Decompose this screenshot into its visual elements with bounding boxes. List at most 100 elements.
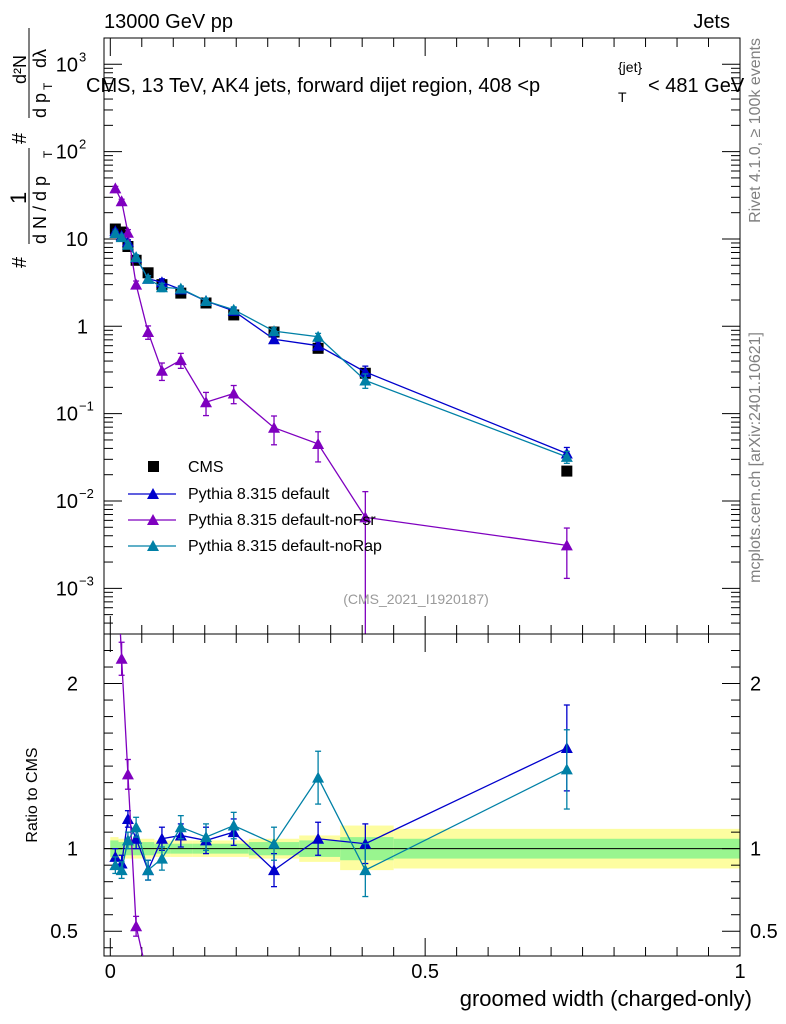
series-line-noFsr <box>114 188 567 547</box>
ratio-point-noRap <box>109 859 122 871</box>
legend-label-default: Pythia 8.315 default <box>188 486 330 503</box>
ratio-point-noFsr <box>156 991 168 1002</box>
legend-marker-norap <box>147 540 159 551</box>
series-noFsr <box>109 182 573 634</box>
main-y-tick-label: 10 <box>66 229 88 251</box>
main-y-tick-exponent: −3 <box>79 573 94 588</box>
ratio-point-default <box>130 832 143 844</box>
ratio-y-tick-label-right: 1 <box>750 839 761 861</box>
data-point-noFsr <box>359 511 372 523</box>
ratio-panel: 0.5 0.51 12 20 0.5 1 Ratio to CMS groomed wid… <box>24 521 778 1015</box>
data-point-noRap <box>200 294 213 306</box>
rivet-version-label: Rivet 4.1.0, ≥ 100k events <box>747 38 764 223</box>
y-label-one: 1 <box>6 192 31 204</box>
series-cms <box>109 223 573 477</box>
legend-entry-norap: Pythia 8.315 default-noRap <box>128 538 382 555</box>
ratio-series-noRap <box>109 729 573 898</box>
ratio-point-noFsr <box>121 768 134 780</box>
data-point-noFsr <box>312 437 325 449</box>
ratio-point-noRap <box>359 864 372 876</box>
data-point-default <box>312 339 325 351</box>
main-y-tick-label: 10 <box>56 142 78 164</box>
ratio-frame <box>103 633 741 957</box>
main-y-tick-label: 10 <box>56 578 78 600</box>
series-noRap <box>109 227 573 464</box>
series-line-default <box>114 230 568 455</box>
ratio-point-noRap <box>115 864 128 876</box>
legend-marker-default <box>147 488 159 499</box>
data-point-default <box>268 333 281 345</box>
ratio-point-noRap <box>312 771 325 783</box>
main-y-tick-exponent: −2 <box>79 486 94 501</box>
y-label-hash-2: # <box>9 132 31 144</box>
data-point-noRap <box>312 330 325 342</box>
ratio-point-noRap <box>200 831 213 843</box>
data-point-noRap <box>142 272 155 284</box>
ratio-y-tick-label-right: 2 <box>750 674 761 696</box>
data-point-noRap <box>174 282 187 294</box>
ratio-point-noFsr <box>312 995 324 1006</box>
y-label-denominator-sub: T <box>41 150 55 158</box>
main-y-axis-label: # 1 d N / d p T # d²N d p T dλ <box>6 28 55 268</box>
ratio-y-tick-label-right: 0.5 <box>750 921 778 943</box>
title-subscript: T <box>618 89 627 105</box>
legend-marker-nofsr <box>147 514 159 525</box>
data-point-noFsr <box>130 278 143 290</box>
data-point-noRap <box>115 231 128 243</box>
ratio-series-noFsr <box>109 521 371 1015</box>
main-y-tick-label: 10 <box>56 54 78 76</box>
data-point-noRap <box>560 450 573 462</box>
ratio-point-default <box>121 812 134 824</box>
mcplots-reference-label: mcplots.cern.ch [arXiv:2401.10621] <box>747 332 764 583</box>
data-point-cms <box>561 465 573 477</box>
series-line-noRap <box>114 232 568 458</box>
main-y-tick-exponent: 2 <box>79 137 86 152</box>
analysis-watermark: (CMS_2021_I1920187) <box>343 591 489 607</box>
series-default <box>109 225 573 462</box>
legend-entry-cms: CMS <box>148 459 224 476</box>
main-y-tick-label: 10 <box>56 404 78 426</box>
data-point-noRap <box>109 227 122 239</box>
main-ticks <box>104 37 741 635</box>
data-point-cms <box>142 267 154 279</box>
data-point-noRap <box>130 251 143 263</box>
ratio-point-noRap <box>130 821 143 833</box>
ratio-y-axis-label: Ratio to CMS <box>24 747 41 842</box>
data-point-noFsr <box>200 396 213 408</box>
ratio-line-noFsr <box>119 634 144 956</box>
data-point-noFsr <box>560 539 573 551</box>
data-point-noFsr <box>115 195 128 207</box>
ratio-x-tick-label: 0 <box>105 961 116 983</box>
legend: CMS Pythia 8.315 default Pythia 8.315 de… <box>128 459 382 555</box>
ratio-series-clip <box>109 521 573 1015</box>
legend-entry-default: Pythia 8.315 default <box>128 486 330 503</box>
data-point-noRap <box>359 374 372 386</box>
main-y-tick-label: 1 <box>77 316 88 338</box>
ratio-point-noFsr <box>142 973 154 984</box>
ratio-point-noRap <box>142 864 155 876</box>
y-label-hash-1: # <box>9 256 31 268</box>
legend-label-nofsr: Pythia 8.315 default-noFsr <box>188 512 376 529</box>
ratio-y-tick-label: 0.5 <box>50 921 78 943</box>
data-point-noFsr <box>155 364 168 376</box>
y-label-dpt: d p <box>30 93 50 118</box>
ratio-y-tick-label: 1 <box>67 839 78 861</box>
ratio-point-noRap <box>560 763 573 775</box>
ratio-band <box>104 825 740 871</box>
data-point-noRap <box>121 238 134 250</box>
title-main: CMS, 13 TeV, AK4 jets, forward dijet reg… <box>86 75 540 97</box>
y-label-dpt-sub: T <box>41 82 55 90</box>
data-point-noFsr <box>121 226 134 238</box>
ratio-point-noFsr <box>359 1004 371 1015</box>
main-y-tick-label: 10 <box>56 491 78 513</box>
ratio-point-default <box>268 864 281 876</box>
data-point-noRap <box>227 303 240 315</box>
ratio-point-noFsr <box>109 521 121 532</box>
ratio-point-noFsr <box>175 980 187 991</box>
ratio-point-noFsr <box>200 996 212 1007</box>
data-point-noRap <box>268 325 281 337</box>
plot-title: CMS, 13 TeV, AK4 jets, forward dijet reg… <box>86 59 745 105</box>
